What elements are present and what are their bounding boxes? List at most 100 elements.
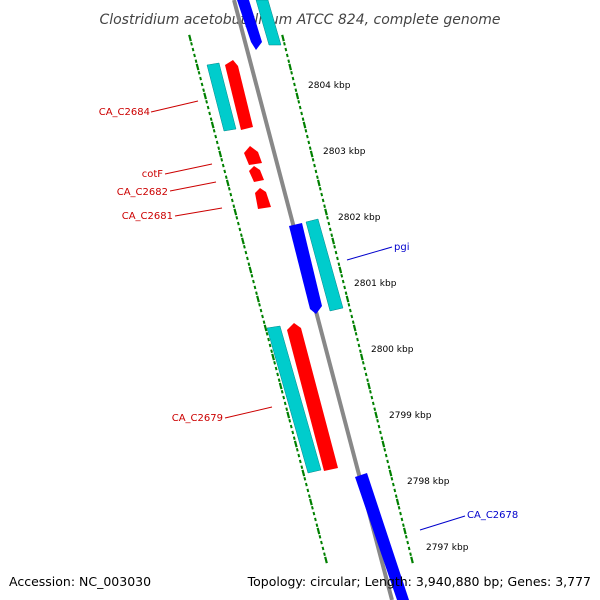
ruler-tick (285, 407, 289, 412)
ruler-tick (267, 337, 270, 342)
gene-label-pgi[interactable]: pgi (394, 242, 409, 253)
ruler-tick (304, 482, 308, 487)
ruler-tick (208, 111, 212, 116)
ruler-tick (283, 42, 286, 46)
ruler-tick (344, 291, 348, 295)
ruler-tick (390, 477, 394, 481)
ruler-tick (291, 76, 295, 81)
ruler-tick (274, 366, 278, 371)
gene-label-CA_C2679[interactable]: CA_C2679 (172, 413, 223, 424)
ruler-tick (336, 256, 339, 261)
forward-cds-feature[interactable] (244, 146, 262, 165)
ruler-tick (394, 494, 398, 498)
gene-label-cotF[interactable]: cotF (142, 169, 164, 180)
ruler-tick (338, 266, 343, 274)
ruler-tick (281, 34, 285, 42)
ruler-tick (379, 430, 382, 435)
ruler-tick (293, 440, 298, 448)
feature-track (206, 0, 409, 600)
gene-label-CA_C2681[interactable]: CA_C2681 (122, 211, 173, 222)
ruler-tick (374, 411, 379, 419)
ruler-tick (404, 535, 408, 539)
ruler-tick (386, 459, 389, 464)
ruler-tick (377, 424, 381, 429)
ruler-tick (400, 517, 404, 522)
ruler-tick (233, 208, 238, 216)
ruler-tick (247, 262, 251, 267)
ruler-tick (316, 179, 321, 187)
ruler-tick (268, 343, 272, 348)
forward-cds-feature[interactable] (225, 60, 253, 130)
ruler-tick (265, 331, 269, 336)
forward-cds-feature[interactable] (249, 166, 264, 182)
ruler-tick (206, 105, 210, 110)
reverse-cds-feature[interactable] (237, 0, 262, 50)
leader-line (150, 100, 199, 113)
ruler-tick (244, 250, 248, 255)
ruler-tick (243, 244, 246, 249)
ruler-tick (349, 308, 352, 313)
ruler-tick (410, 556, 414, 564)
forward-cds-feature[interactable] (287, 323, 338, 471)
reverse-cds-feature[interactable] (289, 223, 322, 314)
ruler-tick (380, 436, 384, 440)
ruler-tick (290, 71, 293, 75)
ruler-tick (363, 366, 367, 371)
ruler-tick (309, 498, 313, 506)
ruler-tick (250, 273, 254, 278)
ruler-tick (232, 204, 236, 209)
ruler-tick (407, 546, 411, 551)
ruler-tick (240, 233, 243, 238)
ruler-label: 2798 kbp (407, 477, 450, 487)
ruler-tick (210, 121, 215, 129)
ruler-tick (366, 378, 369, 382)
gene-label-CA_C2684[interactable]: CA_C2684 (99, 107, 150, 118)
ruler-tick (200, 82, 204, 87)
ruler-tick (294, 88, 298, 92)
orf-feature[interactable] (206, 62, 237, 132)
ruler-tick (286, 411, 291, 419)
gene-label-CA_C2682[interactable]: CA_C2682 (117, 187, 168, 198)
ruler-tick (246, 256, 249, 261)
gene-label-CA_C2678[interactable]: CA_C2678 (467, 510, 518, 521)
ruler-tick (387, 465, 391, 469)
ruler-tick (288, 63, 293, 71)
orf-feature[interactable] (305, 218, 344, 312)
ruler-tick (388, 469, 393, 477)
ruler-tick (277, 378, 281, 383)
ruler-tick (321, 546, 325, 551)
ruler-tick (351, 320, 355, 324)
ruler-tick (357, 343, 361, 348)
ruler-tick (284, 47, 288, 52)
ruler-tick (345, 295, 350, 303)
orf-feature[interactable] (266, 325, 322, 474)
ruler-tick (308, 494, 311, 499)
ruler-tick (215, 140, 219, 145)
ruler-tick (280, 389, 284, 394)
ruler-tick (194, 59, 198, 64)
ruler-tick (229, 192, 233, 197)
ruler-tick (313, 163, 316, 168)
ruler-tick (306, 488, 310, 493)
ruler-tick (316, 175, 319, 179)
ruler-tick (312, 511, 316, 516)
ruler-tick (328, 227, 332, 232)
ruler-tick (303, 476, 307, 481)
ruler-label: 2801 kbp (354, 279, 397, 289)
ruler-tick (291, 430, 295, 435)
leader-line (346, 246, 393, 261)
topology-label: Topology: circular; Length: 3,940,880 bp… (247, 574, 591, 589)
ruler-tick (235, 215, 239, 220)
ruler-tick (402, 527, 407, 535)
ruler-tick (364, 372, 368, 377)
ruler-tick (300, 465, 304, 470)
reverse-cds-feature[interactable] (355, 473, 409, 600)
orf-feature[interactable] (255, 0, 282, 46)
forward-cds-feature[interactable] (255, 188, 271, 209)
map-title: Clostridium acetobutylicum ATCC 824, com… (99, 12, 500, 28)
ruler-tick (308, 146, 312, 150)
ruler-tick (323, 552, 326, 557)
ruler-tick (255, 291, 258, 296)
ruler-tick (354, 332, 358, 336)
ruler-tick (258, 302, 261, 307)
